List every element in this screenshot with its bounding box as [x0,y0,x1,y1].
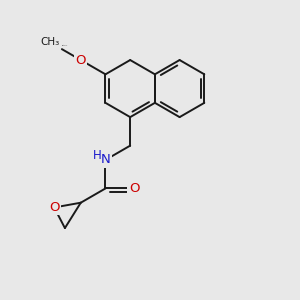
Text: O: O [76,53,86,67]
Text: H: H [92,149,101,162]
Text: O: O [49,201,59,214]
Text: N: N [100,153,110,167]
Text: CH₃: CH₃ [41,37,60,47]
Text: methoxy: methoxy [62,45,68,46]
Text: O: O [76,53,86,67]
Text: O: O [129,182,139,195]
